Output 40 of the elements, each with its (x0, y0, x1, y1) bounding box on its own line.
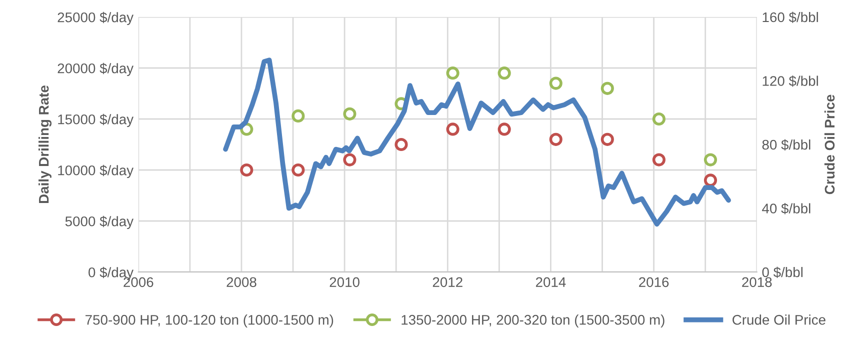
x-tick-label: 2014 (536, 277, 566, 288)
point (652, 112, 666, 126)
point (704, 174, 718, 187)
y-tick-label: 20000 $/day (58, 62, 134, 76)
point (704, 153, 718, 166)
point (446, 122, 460, 136)
y2-tick-label: 0 $/bbl (762, 266, 803, 278)
point (343, 153, 356, 166)
point (343, 107, 356, 120)
x-tick-label: 2010 (330, 277, 360, 288)
point (240, 163, 254, 177)
point (600, 132, 614, 146)
point (394, 138, 408, 152)
point (292, 109, 305, 122)
point (498, 66, 511, 80)
x-tick-label: 2012 (432, 277, 462, 288)
legend-label: 1350-2000 HP, 200-320 ton (1500-3500 m) (402, 314, 664, 328)
point (549, 76, 562, 90)
y2-tick-label: 120 $/bbl (762, 76, 818, 87)
y-tick-label: 15000 $/day (58, 114, 134, 128)
x-tick-label: 2018 (742, 277, 772, 288)
y-tick-label: 25000 $/day (58, 12, 134, 26)
point (600, 82, 614, 95)
legend-label: 750-900 HP, 100-120 ton (1000-1500 m) (86, 314, 334, 328)
y2-tick-label: 40 $/bbl (762, 203, 810, 214)
point (292, 163, 305, 177)
point (498, 122, 511, 136)
y-axis-title: Daily Drilling Rate (38, 86, 52, 203)
point (446, 66, 460, 80)
line-series (223, 58, 731, 227)
y2-tick-label: 80 $/bbl (762, 139, 810, 150)
x-tick-label: 2016 (639, 277, 669, 288)
legend-label: Crude Oil Price (732, 314, 826, 325)
y-tick-label: 10000 $/day (58, 164, 134, 178)
x-tick-label: 2008 (226, 277, 256, 288)
point (549, 132, 562, 146)
y2-axis-title: Crude Oil Price (824, 94, 835, 194)
y-tick-label: 5000 $/day (65, 216, 134, 230)
point (652, 153, 666, 166)
y2-tick-label: 160 $/bbl (762, 12, 818, 23)
